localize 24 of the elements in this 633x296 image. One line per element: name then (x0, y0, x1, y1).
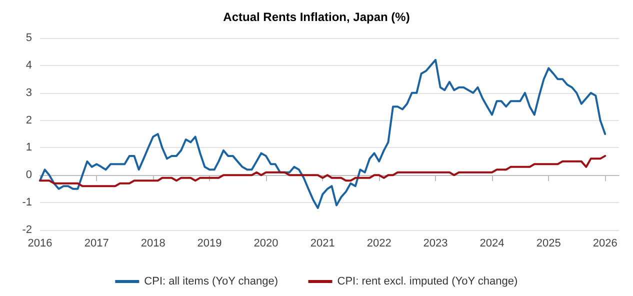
chart-title: Actual Rents Inflation, Japan (%) (223, 10, 410, 24)
x-tick-label: 2020 (254, 238, 278, 250)
y-tick-label: 4 (26, 59, 32, 72)
x-tick-label: 2016 (28, 238, 52, 250)
x-tick-label: 2024 (480, 238, 504, 250)
line-series (39, 58, 606, 210)
x-tick-label: 2019 (197, 238, 222, 250)
x-tick-label: 2018 (140, 238, 166, 250)
legend-label: CPI: all items (YoY change) (144, 276, 278, 288)
legend-label: CPI: rent excl. imputed (YoY change) (337, 276, 518, 288)
x-tick-label: 2022 (366, 238, 392, 250)
y-tick-label: 5 (26, 32, 32, 44)
y-tick-label: 1 (26, 142, 32, 154)
x-tick-label: 2017 (84, 238, 109, 250)
y-tick-label: -1 (22, 196, 32, 209)
x-tick-label: 2023 (423, 238, 448, 250)
x-tick-label: 2021 (310, 238, 335, 250)
y-tick-label: 2 (26, 114, 32, 126)
y-tick-label: 0 (26, 169, 32, 182)
y-tick-label: -2 (22, 224, 32, 236)
x-tick-label: 2025 (536, 238, 561, 250)
line-series (39, 154, 606, 188)
x-tick-label: 2026 (592, 238, 618, 250)
y-tick-label: 3 (26, 86, 32, 99)
